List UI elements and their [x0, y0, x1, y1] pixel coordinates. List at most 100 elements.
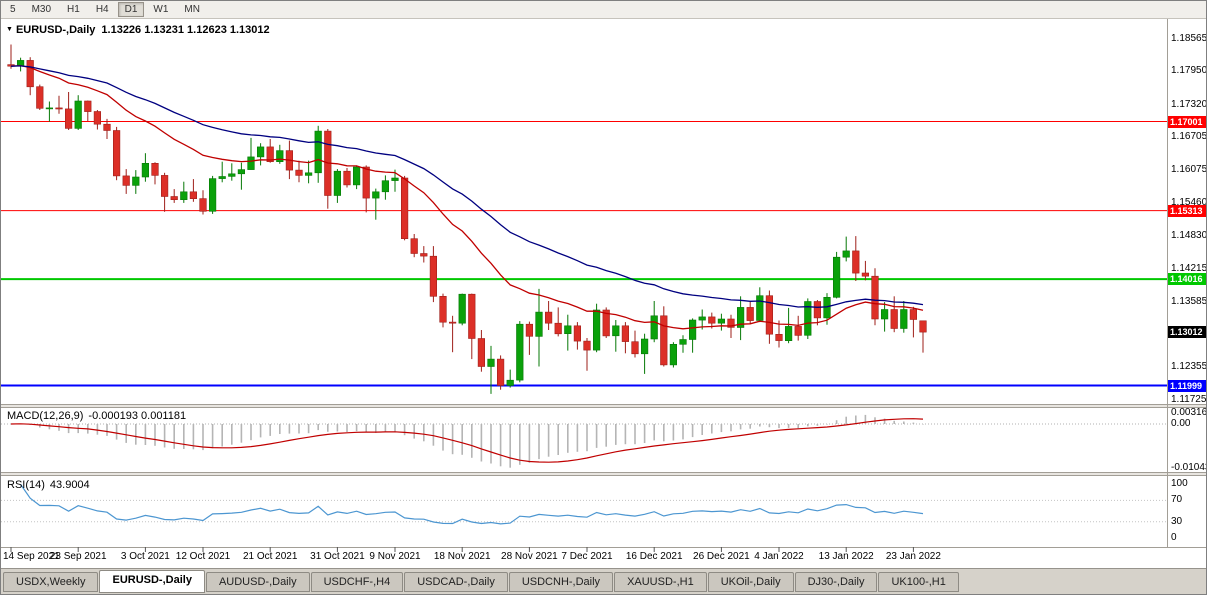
chart-tab-usdcnh-daily[interactable]: USDCNH-,Daily — [508, 572, 614, 592]
pane-splitter-macd[interactable] — [1, 404, 1207, 408]
timeframe-button-d1[interactable]: D1 — [117, 2, 145, 17]
rsi-line — [20, 484, 924, 525]
timeframe-button-5[interactable]: 5 — [3, 2, 23, 17]
candle-down — [813, 301, 821, 319]
price-tick-label: 1.11725 — [1171, 394, 1207, 405]
chart-canvas[interactable] — [1, 19, 1207, 568]
macd-histogram-bar — [365, 424, 367, 433]
candle-down — [410, 238, 418, 254]
chart-canvas-slot[interactable] — [1, 19, 1207, 568]
macd-histogram-bar — [403, 424, 406, 436]
candle-up — [535, 311, 543, 337]
macd-histogram-bar — [269, 424, 271, 436]
candle-down — [26, 60, 34, 88]
macd-pane[interactable] — [1, 414, 1167, 468]
chart-tab-audusd-daily[interactable]: AUDUSD-,Daily — [205, 572, 310, 592]
macd-histogram-bar — [211, 424, 214, 449]
macd-histogram-bar — [720, 424, 723, 433]
macd-signal-line — [10, 418, 924, 463]
macd-histogram-bar — [67, 424, 70, 434]
candle-up — [45, 107, 53, 110]
macd-histogram-bar — [807, 424, 809, 427]
candle-up — [900, 309, 908, 329]
candle-up — [612, 325, 620, 337]
timeframe-button-h1[interactable]: H1 — [60, 2, 87, 17]
candle-down — [496, 358, 505, 386]
macd-indicator-label: MACD(12,26,9) -0.000193 0.001181 — [7, 410, 186, 422]
candle-up — [218, 176, 226, 179]
macd-histogram-bar — [259, 424, 262, 438]
macd-histogram-bar — [163, 424, 166, 448]
chart-tab-ukoil-daily[interactable]: UKOil-,Daily — [707, 572, 794, 592]
macd-histogram-bar — [135, 424, 137, 445]
candle-up — [209, 178, 217, 212]
candle-down — [420, 253, 428, 257]
macd-histogram-bar — [423, 424, 425, 442]
macd-histogram-bar — [672, 424, 675, 441]
macd-histogram-bar — [816, 424, 819, 426]
candle-down — [468, 293, 476, 339]
timeframe-button-mn[interactable]: MN — [177, 2, 207, 17]
pane-splitter-rsi[interactable] — [1, 472, 1207, 476]
macd-histogram-bar — [864, 414, 867, 424]
chart-tab-usdcad-daily[interactable]: USDCAD-,Daily — [404, 572, 508, 592]
time-axis-label: 31 Oct 2021 — [310, 551, 365, 562]
macd-histogram-bar — [432, 424, 435, 446]
candle-up — [276, 150, 284, 163]
timeframe-button-m30[interactable]: M30 — [25, 2, 58, 17]
timeframe-button-h4[interactable]: H4 — [89, 2, 116, 17]
macd-histogram-bar — [413, 424, 415, 439]
chart-tab-usdx-weekly[interactable]: USDX,Weekly — [3, 572, 99, 592]
candle-up — [832, 256, 841, 298]
macd-histogram-bar — [855, 415, 857, 424]
candle-up — [842, 250, 850, 258]
macd-tick-label: 0.00316 — [1171, 407, 1207, 418]
candle-down — [170, 196, 178, 201]
level-price-tag: 1.11999 — [1168, 379, 1206, 392]
time-axis-label: 23 Jan 2022 — [885, 551, 941, 562]
macd-histogram-bar — [48, 424, 51, 430]
chart-tab-uk100-h1[interactable]: UK100-,H1 — [878, 572, 959, 592]
chart-tab-dj30-daily[interactable]: DJ30-,Daily — [794, 572, 878, 592]
candle-up — [372, 191, 380, 199]
chart-tab-eurusd-daily[interactable]: EURUSD-,Daily — [99, 570, 205, 593]
macd-histogram-bar — [240, 424, 243, 443]
macd-histogram-bar — [327, 424, 329, 432]
candle-up — [823, 296, 831, 319]
rsi-value: 43.9004 — [49, 479, 90, 491]
macd-histogram-bar — [883, 418, 886, 424]
time-axis-label: 26 Dec 2021 — [693, 551, 750, 562]
macd-histogram-bar — [797, 424, 799, 429]
rsi-pane[interactable] — [1, 484, 1167, 525]
rsi-label-text: RSI(14) — [7, 479, 45, 491]
macd-histogram-bar — [336, 424, 339, 432]
price-tick-label: 1.14830 — [1171, 230, 1207, 242]
candle-down — [794, 326, 802, 336]
macd-histogram-bar — [509, 424, 511, 468]
macd-histogram-bar — [39, 424, 41, 428]
candle-up — [132, 176, 140, 186]
macd-histogram-bar — [567, 424, 569, 453]
macd-histogram-bar — [605, 424, 607, 447]
timeframe-button-w1[interactable]: W1 — [146, 2, 175, 17]
candle-down — [765, 295, 773, 335]
chart-tab-usdchf-h4[interactable]: USDCHF-,H4 — [310, 572, 404, 592]
price-tick-label: 1.17320 — [1171, 98, 1207, 110]
macd-histogram-bar — [538, 424, 540, 460]
macd-histogram-bar — [701, 424, 703, 435]
macd-histogram-bar — [375, 424, 377, 433]
time-axis-label: 4 Jan 2022 — [754, 551, 804, 562]
macd-histogram-bar — [624, 424, 627, 445]
macd-histogram-bar — [154, 424, 156, 446]
candle-down — [727, 318, 735, 328]
macd-histogram-bar — [691, 424, 694, 438]
chart-tab-xauusd-h1[interactable]: XAUUSD-,H1 — [614, 572, 707, 592]
macd-histogram-bar — [192, 424, 195, 450]
macd-histogram-bar — [355, 424, 358, 432]
candle-down — [189, 191, 198, 200]
main-price-pane[interactable] — [1, 44, 1167, 394]
macd-histogram-bar — [922, 424, 924, 425]
macd-histogram-bar — [893, 420, 895, 424]
macd-histogram-bar — [461, 424, 463, 455]
